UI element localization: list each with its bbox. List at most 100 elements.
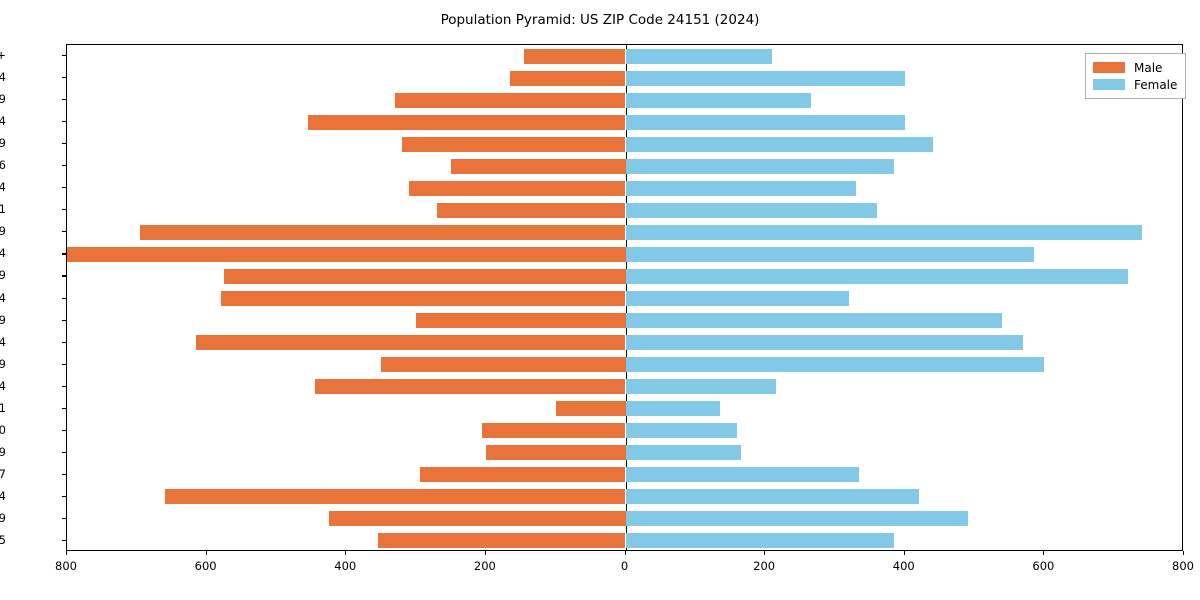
y-axis-tick xyxy=(62,99,66,101)
y-axis-tick xyxy=(62,165,66,167)
bar-female-30-34 xyxy=(625,335,1024,351)
bar-male-15-17 xyxy=(419,467,626,483)
bar-female-22-24 xyxy=(625,379,776,395)
bar-male-18-19 xyxy=(485,445,626,461)
x-axis-tick xyxy=(764,551,766,555)
y-axis-label-15-17: 15-17 xyxy=(0,466,6,481)
x-axis-tick xyxy=(624,551,626,555)
bar-male-30-34 xyxy=(196,335,626,351)
legend-swatch-female xyxy=(1093,79,1125,90)
bar-female-25-29 xyxy=(625,357,1045,373)
bar-male-50-54 xyxy=(67,246,626,262)
x-axis-tick xyxy=(1043,551,1045,555)
bar-female-15-17 xyxy=(625,467,860,483)
x-axis-tick xyxy=(484,551,486,555)
bar-female-40-44 xyxy=(625,291,849,306)
bar-female-21 xyxy=(625,401,720,417)
y-axis-label-30-34: 30-34 xyxy=(0,334,6,349)
bar-female-5-9 xyxy=(625,511,968,527)
legend-label-male: Male xyxy=(1134,60,1163,75)
y-axis-tick xyxy=(62,363,66,365)
x-axis-label-800: 800 xyxy=(1172,559,1194,573)
y-axis-label-60-61: 60-61 xyxy=(0,202,6,217)
y-axis-tick xyxy=(62,539,66,542)
bar-female-45-49 xyxy=(625,268,1129,284)
y-axis-label-under-5: Under 5 xyxy=(0,532,6,547)
legend-item-male[interactable]: Male xyxy=(1093,59,1177,76)
bar-male-35-39 xyxy=(416,313,626,329)
y-axis-label-75-79: 75-79 xyxy=(0,92,6,107)
y-axis-label-45-49: 45-49 xyxy=(0,268,6,283)
y-axis-label-67-69: 67-69 xyxy=(0,136,6,151)
y-axis-tick xyxy=(62,297,66,299)
bar-female-60-61 xyxy=(625,202,877,218)
y-axis-tick xyxy=(62,341,66,343)
y-axis-label-62-64: 62-64 xyxy=(0,180,6,195)
x-axis-label-600: 600 xyxy=(1032,559,1055,573)
y-axis-tick xyxy=(62,495,66,497)
bar-male-20 xyxy=(482,423,626,439)
x-axis-label-200: 200 xyxy=(753,559,776,573)
bar-male-40-44 xyxy=(220,291,626,306)
x-axis-tick xyxy=(205,551,207,555)
bar-female-18-19 xyxy=(625,445,741,461)
y-axis-label-70-74: 70-74 xyxy=(0,114,6,129)
bar-male-21 xyxy=(555,401,626,417)
bar-male-under-5 xyxy=(377,533,626,549)
bar-male-60-61 xyxy=(437,202,626,218)
x-axis-tick xyxy=(345,551,347,555)
y-axis-tick xyxy=(62,407,66,409)
bar-male-5-9 xyxy=(328,511,626,527)
y-axis-label-85-: 85+ xyxy=(0,48,6,63)
y-axis-tick xyxy=(62,253,66,255)
bar-female-65-66 xyxy=(625,158,895,174)
bar-female-75-79 xyxy=(625,92,811,108)
bar-female-70-74 xyxy=(625,114,905,130)
y-axis-label-50-54: 50-54 xyxy=(0,246,6,261)
bar-female-under-5 xyxy=(625,533,895,549)
bar-male-75-79 xyxy=(395,92,626,108)
y-axis-tick xyxy=(62,77,66,79)
chart-title: Population Pyramid: US ZIP Code 24151 (2… xyxy=(440,12,760,28)
plot-area xyxy=(67,45,1182,550)
bar-male-55-59 xyxy=(140,224,626,240)
x-axis-label-400: 400 xyxy=(334,559,357,573)
bar-male-67-69 xyxy=(402,136,626,152)
bar-male-85- xyxy=(524,48,626,64)
y-axis-label-40-44: 40-44 xyxy=(0,290,6,305)
bar-female-80-84 xyxy=(625,70,905,86)
bar-male-80-84 xyxy=(510,70,626,86)
bar-male-25-29 xyxy=(381,357,626,373)
y-axis-label-18-19: 18-19 xyxy=(0,444,6,459)
y-axis-tick xyxy=(62,275,66,277)
x-axis-tick xyxy=(903,551,905,555)
bar-female-55-59 xyxy=(625,224,1143,240)
bar-female-50-54 xyxy=(625,246,1034,262)
bar-female-20 xyxy=(625,423,738,439)
y-axis-tick xyxy=(62,473,66,475)
y-axis-tick xyxy=(62,231,66,233)
x-axis-label-600: 600 xyxy=(194,559,217,573)
y-axis-tick xyxy=(62,385,66,387)
y-axis-label-5-9: 5-9 xyxy=(0,510,6,525)
y-axis-label-21: 21 xyxy=(0,400,6,415)
bar-male-65-66 xyxy=(450,158,626,174)
y-axis-label-35-39: 35-39 xyxy=(0,312,6,327)
bar-female-35-39 xyxy=(625,313,1003,329)
y-axis-tick xyxy=(62,319,66,321)
plot-frame xyxy=(66,44,1183,551)
y-axis-tick xyxy=(62,209,66,211)
bar-female-10-14 xyxy=(625,489,919,505)
y-axis-label-25-29: 25-29 xyxy=(0,356,6,371)
bar-male-45-49 xyxy=(224,268,626,284)
legend-item-female[interactable]: Female xyxy=(1093,76,1177,93)
x-axis-tick xyxy=(1183,551,1185,555)
legend-swatch-male xyxy=(1093,62,1125,73)
y-axis-label-20: 20 xyxy=(0,422,6,437)
y-axis-label-10-14: 10-14 xyxy=(0,488,6,503)
y-axis-label-22-24: 22-24 xyxy=(0,378,6,393)
y-axis-label-55-59: 55-59 xyxy=(0,224,6,239)
y-axis-tick xyxy=(62,55,66,57)
y-axis-tick xyxy=(62,451,66,453)
